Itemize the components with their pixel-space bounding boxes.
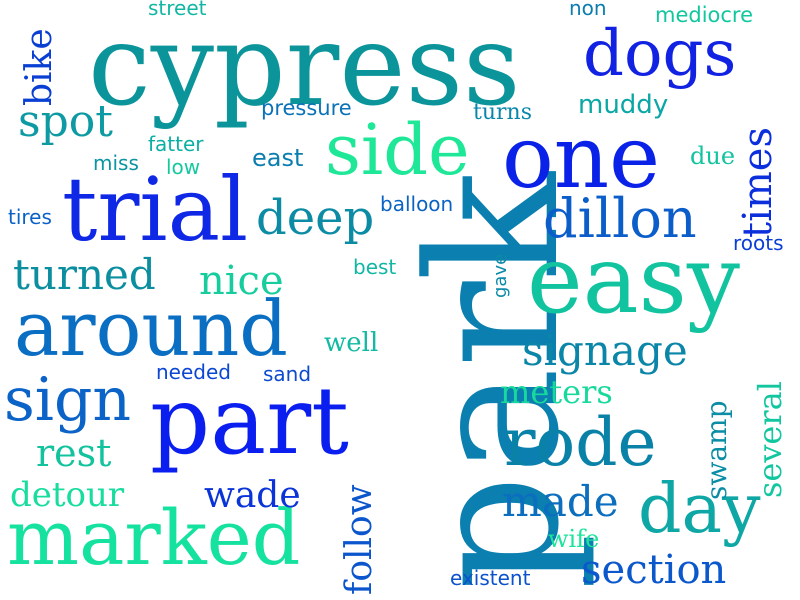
word-needed: needed: [156, 360, 231, 384]
word-miss: miss: [93, 151, 139, 175]
word-times: times: [735, 127, 781, 238]
word-wade: wade: [204, 475, 301, 516]
word-cypress: cypress: [88, 1, 521, 131]
word-around: around: [14, 284, 288, 373]
word-gave: gave: [490, 253, 511, 298]
word-spot: spot: [18, 96, 113, 147]
word-easy: easy: [527, 226, 741, 335]
word-bike: bike: [19, 28, 60, 106]
word-street: street: [148, 0, 207, 20]
word-follow: follow: [339, 484, 380, 595]
word-wife: wife: [548, 525, 600, 553]
word-detour: detour: [10, 475, 125, 515]
word-east: east: [252, 144, 304, 172]
word-several: several: [751, 381, 789, 498]
word-due: due: [690, 142, 736, 170]
word-rest: rest: [36, 431, 112, 475]
word-mediocre: mediocre: [655, 3, 754, 27]
word-dogs: dogs: [583, 17, 737, 91]
word-turned: turned: [13, 250, 156, 299]
word-deep: deep: [256, 190, 375, 246]
word-meters: meters: [500, 373, 613, 411]
word-low: low: [166, 155, 201, 179]
word-one: one: [502, 108, 661, 208]
word-rode: rode: [504, 404, 657, 481]
word-part: part: [150, 367, 349, 476]
word-turns: turns: [473, 100, 532, 125]
word-sign: sign: [4, 365, 132, 435]
word-muddy: muddy: [578, 90, 669, 120]
word-best: best: [353, 255, 397, 279]
word-trial: trial: [62, 158, 249, 261]
word-well: well: [324, 328, 379, 358]
word-pressure: pressure: [261, 96, 352, 120]
word-section: section: [581, 547, 727, 593]
word-fatter: fatter: [148, 132, 204, 156]
word-marked: marked: [7, 493, 301, 582]
word-balloon: balloon: [380, 192, 454, 216]
word-swamp: swamp: [700, 400, 733, 500]
word-nice: nice: [199, 258, 284, 304]
word-existent: existent: [450, 566, 531, 590]
word-sand: sand: [263, 362, 312, 386]
word-dillon: dillon: [543, 187, 697, 250]
word-tires: tires: [8, 205, 52, 229]
word-signage: signage: [522, 326, 688, 375]
word-roots: roots: [733, 231, 784, 255]
word-made: made: [502, 477, 619, 526]
word-side: side: [325, 109, 470, 191]
word-day: day: [638, 470, 761, 549]
word-non: non: [569, 0, 607, 20]
